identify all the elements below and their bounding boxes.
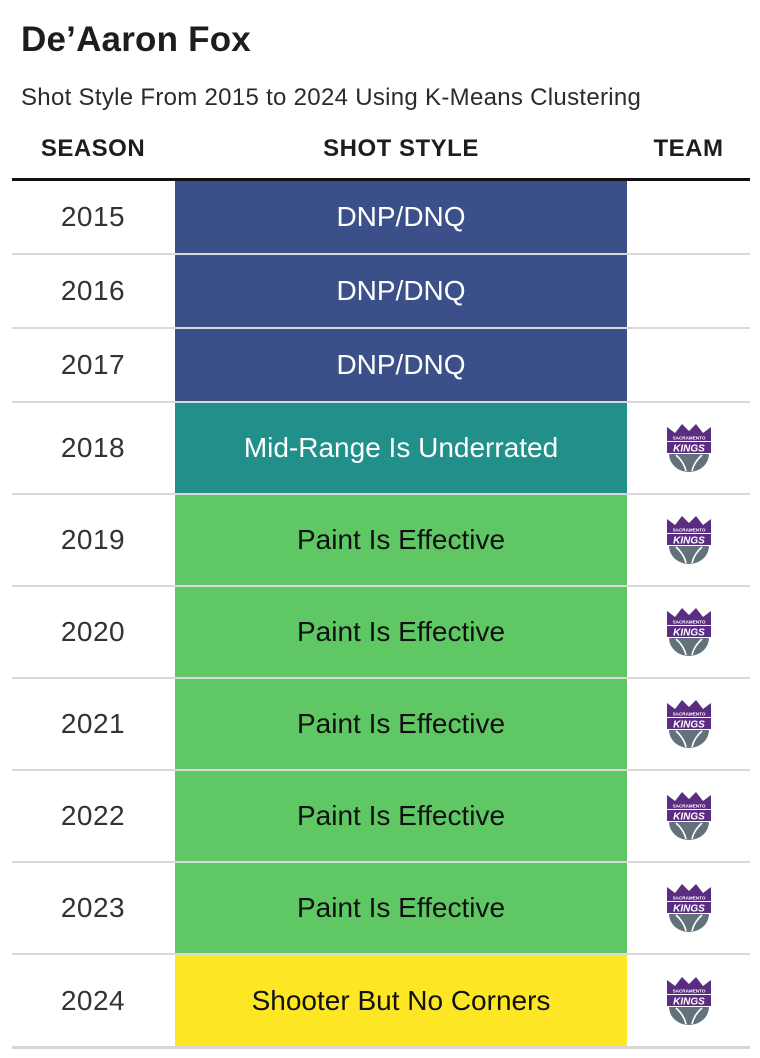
team-cell bbox=[628, 255, 750, 327]
sacramento-kings-logo-icon: SACRAMENTO KINGS bbox=[667, 700, 711, 748]
team-cell: SACRAMENTO KINGS bbox=[628, 403, 750, 493]
season-cell: 2016 bbox=[60, 275, 126, 306]
svg-text:KINGS: KINGS bbox=[673, 812, 705, 823]
svg-text:SACRAMENTO: SACRAMENTO bbox=[673, 712, 706, 717]
team-cell: SACRAMENTO KINGS bbox=[628, 679, 750, 769]
table-row: 2021 Paint Is Effective SACRAMENTO KINGS bbox=[12, 679, 750, 771]
svg-text:SACRAMENTO: SACRAMENTO bbox=[673, 896, 706, 901]
team-cell: SACRAMENTO KINGS bbox=[628, 495, 750, 585]
bottom-rule bbox=[12, 1046, 750, 1049]
table-row: 2015 DNP/DNQ bbox=[12, 181, 750, 255]
shot-style-cell: DNP/DNQ bbox=[175, 329, 627, 401]
team-cell: SACRAMENTO KINGS bbox=[628, 863, 750, 953]
table-row: 2016 DNP/DNQ bbox=[12, 255, 750, 329]
table-body: 2015 DNP/DNQ 2016 DNP/DNQ 2017 DNP/DNQ 2018 Mid… bbox=[12, 181, 750, 1047]
season-cell: 2020 bbox=[60, 616, 126, 647]
sacramento-kings-logo-icon: SACRAMENTO KINGS bbox=[667, 516, 711, 564]
svg-text:KINGS: KINGS bbox=[673, 444, 705, 455]
table-row: 2017 DNP/DNQ bbox=[12, 329, 750, 403]
sacramento-kings-logo-icon: SACRAMENTO KINGS bbox=[667, 424, 711, 472]
season-cell: 2015 bbox=[60, 201, 126, 232]
svg-text:SACRAMENTO: SACRAMENTO bbox=[673, 804, 706, 809]
season-cell: 2021 bbox=[60, 708, 126, 739]
team-cell bbox=[628, 329, 750, 401]
team-cell: SACRAMENTO KINGS bbox=[628, 955, 750, 1047]
sacramento-kings-logo-icon: SACRAMENTO KINGS bbox=[667, 608, 711, 656]
season-cell: 2023 bbox=[60, 892, 126, 923]
shot-style-cell: Paint Is Effective bbox=[175, 495, 627, 585]
header-rule bbox=[12, 178, 750, 181]
page-subtitle: Shot Style From 2015 to 2024 Using K-Mea… bbox=[21, 84, 642, 111]
svg-text:KINGS: KINGS bbox=[673, 720, 705, 731]
svg-text:KINGS: KINGS bbox=[673, 997, 705, 1008]
shot-style-cell: Paint Is Effective bbox=[175, 679, 627, 769]
season-cell: 2018 bbox=[60, 432, 126, 463]
svg-text:KINGS: KINGS bbox=[673, 628, 705, 639]
team-cell: SACRAMENTO KINGS bbox=[628, 587, 750, 677]
svg-text:SACRAMENTO: SACRAMENTO bbox=[673, 620, 706, 625]
sacramento-kings-logo-icon: SACRAMENTO KINGS bbox=[667, 884, 711, 932]
sacramento-kings-logo-icon: SACRAMENTO KINGS bbox=[667, 792, 711, 840]
season-cell: 2017 bbox=[60, 349, 126, 380]
shot-style-cell: Shooter But No Corners bbox=[175, 955, 627, 1047]
table-row: 2024 Shooter But No Corners SACRAMENTO KING… bbox=[12, 955, 750, 1047]
header-shot-style: SHOT STYLE bbox=[323, 135, 479, 162]
shot-style-cell: Paint Is Effective bbox=[175, 771, 627, 861]
svg-text:KINGS: KINGS bbox=[673, 904, 705, 915]
shot-style-cell: Paint Is Effective bbox=[175, 863, 627, 953]
table-row: 2019 Paint Is Effective SACRAMENTO KINGS bbox=[12, 495, 750, 587]
sacramento-kings-logo-icon: SACRAMENTO KINGS bbox=[667, 977, 711, 1025]
table-row: 2022 Paint Is Effective SACRAMENTO KINGS bbox=[12, 771, 750, 863]
team-cell: SACRAMENTO KINGS bbox=[628, 771, 750, 861]
svg-text:KINGS: KINGS bbox=[673, 536, 705, 547]
table-row: 2020 Paint Is Effective SACRAMENTO KINGS bbox=[12, 587, 750, 679]
shot-style-cell: Paint Is Effective bbox=[175, 587, 627, 677]
table-row: 2023 Paint Is Effective SACRAMENTO KINGS bbox=[12, 863, 750, 955]
svg-text:SACRAMENTO: SACRAMENTO bbox=[673, 989, 706, 994]
shot-style-cell: DNP/DNQ bbox=[175, 181, 627, 253]
shot-style-cell: Mid-Range Is Underrated bbox=[175, 403, 627, 493]
table-row: 2018 Mid-Range Is Underrated SACRAMENTO KIN… bbox=[12, 403, 750, 495]
page-title: De’Aaron Fox bbox=[21, 20, 251, 59]
season-cell: 2024 bbox=[60, 985, 126, 1016]
header-team: TEAM bbox=[653, 135, 724, 162]
svg-text:SACRAMENTO: SACRAMENTO bbox=[673, 528, 706, 533]
season-cell: 2019 bbox=[60, 524, 126, 555]
svg-text:SACRAMENTO: SACRAMENTO bbox=[673, 436, 706, 441]
team-cell bbox=[628, 181, 750, 253]
shot-style-cell: DNP/DNQ bbox=[175, 255, 627, 327]
header-season: SEASON bbox=[40, 135, 146, 162]
season-cell: 2022 bbox=[60, 800, 126, 831]
